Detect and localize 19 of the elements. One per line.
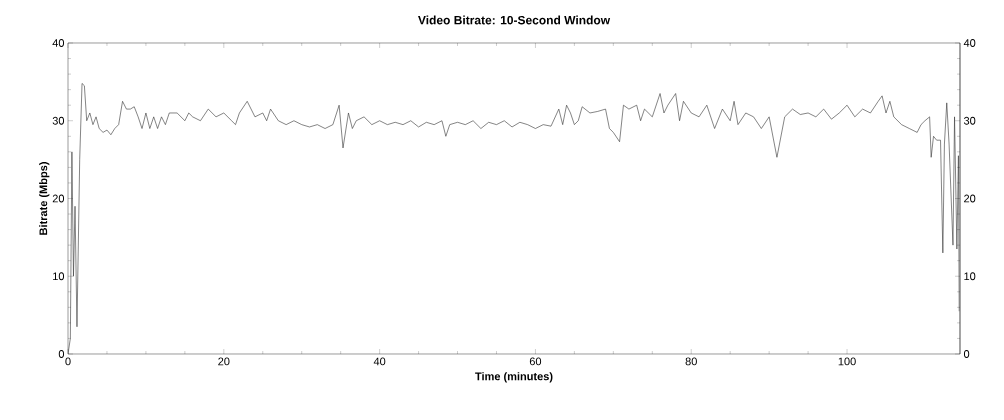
x-axis-title: Time (minutes)	[475, 372, 553, 383]
y2-tick-label: 30	[963, 116, 976, 125]
x-tick-label: 20	[218, 357, 230, 366]
y-tick-label: 40	[52, 39, 65, 47]
y-tick-label: 0	[58, 350, 65, 358]
x-tick-label: 0	[65, 357, 71, 366]
x-tick-label: 60	[529, 357, 542, 366]
y-axis-title: Bitrate (Mbps)	[39, 162, 50, 235]
y-tick-label: 30	[52, 116, 65, 125]
y2-tick-label: 20	[964, 194, 976, 203]
y2-tick-label: 0	[963, 350, 970, 358]
y2-tick-label: 10	[964, 272, 976, 281]
chart-title: Video Bitrate: 10-Second Window	[418, 15, 611, 25]
y2-tick-label: 40	[963, 39, 976, 47]
x-tick-label: 40	[373, 357, 386, 366]
y-tick-label: 20	[52, 194, 65, 203]
y-tick-label: 10	[53, 272, 65, 281]
x-tick-label: 80	[685, 357, 697, 366]
x-tick-label: 100	[838, 357, 856, 366]
